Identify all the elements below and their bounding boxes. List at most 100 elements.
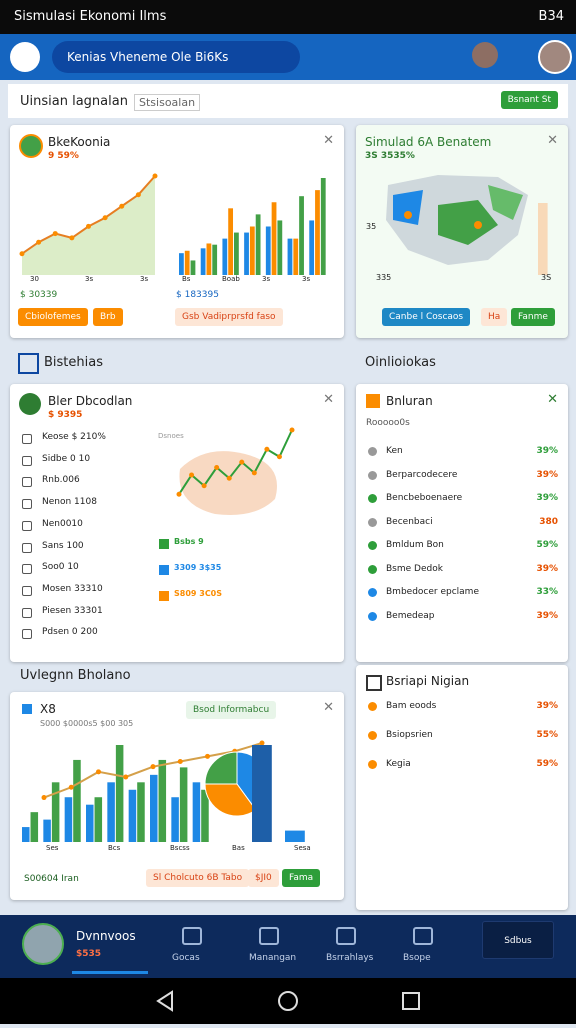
label: 3S	[541, 273, 552, 282]
point	[226, 475, 232, 481]
row-icon	[368, 564, 377, 574]
point	[123, 774, 129, 780]
bar	[293, 238, 299, 275]
label: 335	[376, 273, 392, 282]
bar	[222, 238, 228, 275]
row-icon	[368, 541, 377, 550]
side-chart	[538, 203, 548, 275]
menu-button[interactable]	[10, 42, 40, 72]
icon	[22, 704, 32, 714]
button[interactable]: Ha	[481, 308, 508, 326]
row-icon	[368, 611, 377, 621]
row-icon	[22, 477, 32, 488]
close[interactable]: ✕	[547, 392, 558, 407]
row-text: Rnb.006	[42, 475, 80, 486]
point	[259, 740, 265, 746]
search-box[interactable]: Kenias Vheneme Ole Bi6Ks	[52, 41, 300, 73]
row-text: Soo0 10	[42, 562, 79, 573]
bar	[115, 745, 124, 842]
bar	[287, 238, 293, 275]
close[interactable]: ✕	[323, 392, 334, 407]
region-card: Bsriapi Nigian Bam eoods 39% Bsiopsrien 55%…	[356, 665, 568, 910]
button[interactable]: Gsb Vadiprprsfd faso	[175, 308, 283, 326]
point	[289, 427, 295, 433]
bar	[86, 804, 94, 842]
tab[interactable]: Stsisoalan	[134, 94, 201, 111]
row-icon	[368, 447, 377, 456]
status-bar: Sismulasi Ekonomi Ilms B34	[0, 0, 576, 34]
row-icon	[368, 760, 377, 769]
row-text: Sidbe 0 10	[42, 453, 91, 464]
point	[276, 454, 282, 460]
footer-text: S00604 Iran	[24, 874, 79, 884]
bar-chart	[22, 745, 209, 842]
search-text: Kenias Vheneme Ole Bi6Ks	[67, 50, 229, 64]
button[interactable]: Brb	[93, 308, 123, 326]
area	[22, 176, 155, 275]
card-title: Bler Dbcodlan	[48, 394, 133, 408]
bar	[200, 248, 206, 275]
row-value: 380	[539, 516, 558, 527]
button[interactable]: Bsnant St	[500, 91, 558, 109]
user-name: Dvnnvoos	[76, 929, 136, 943]
section-title: Bistehias	[44, 355, 103, 370]
toolbar-title: Uinsian lagnalan	[20, 94, 128, 109]
section-title: Oinlioiokas	[365, 355, 436, 370]
nav-icon[interactable]	[259, 927, 279, 945]
detail-card: Bler Dbcodlan $ 9395 ✕ Keose $ 210% Sidbe…	[10, 384, 344, 662]
axis-label: Boab	[222, 275, 240, 283]
point	[189, 472, 195, 478]
close[interactable]: ✕	[323, 133, 334, 148]
button[interactable]: Fanme	[511, 308, 555, 326]
axis-label: 3s	[140, 275, 149, 283]
row-label: Kegia	[386, 759, 411, 769]
point	[214, 465, 220, 470]
bar	[22, 827, 30, 842]
button[interactable]: Sl Cholcuto 6B Tabo	[146, 869, 250, 887]
bar	[179, 253, 184, 275]
button[interactable]: $JI0	[248, 869, 279, 887]
label: 35	[366, 222, 377, 231]
card-subtitle: S000 $0000s5 $00 305	[40, 719, 134, 728]
close[interactable]: ✕	[323, 700, 334, 715]
indicator	[72, 971, 148, 974]
nav-label: Bsrrahlays	[326, 953, 374, 963]
icon	[18, 353, 39, 374]
point	[177, 759, 183, 765]
bar	[184, 250, 190, 275]
tag[interactable]: Bsod Informabcu	[186, 701, 277, 719]
card-title: Bsriapi Nigian	[386, 674, 470, 688]
card-subtitle: $ 9395	[48, 410, 83, 420]
nav-icon[interactable]	[182, 927, 202, 945]
bar	[285, 830, 305, 842]
bar-chart	[179, 178, 326, 275]
row-text: Sans 100	[42, 540, 84, 551]
close[interactable]: ✕	[547, 133, 558, 148]
legend-swatch	[159, 591, 169, 601]
nav-icon[interactable]	[336, 927, 356, 945]
button[interactable]: Canbe l Coscaos	[382, 308, 471, 326]
avatar[interactable]	[22, 923, 64, 965]
card-title: X8	[40, 702, 56, 716]
row-icon	[368, 588, 377, 597]
button[interactable]: Fama	[282, 869, 321, 887]
point	[36, 239, 42, 245]
point	[264, 446, 270, 452]
bar	[538, 203, 548, 275]
icon	[19, 393, 41, 415]
profile[interactable]	[538, 40, 572, 74]
button[interactable]: Cbiolofemes	[18, 308, 88, 326]
avatar[interactable]	[472, 42, 498, 68]
bar	[277, 220, 283, 275]
row-label: Bam eoods	[386, 701, 437, 711]
bar	[252, 745, 272, 842]
row-value: 39%	[536, 563, 558, 574]
icon	[19, 134, 43, 158]
row-icon	[368, 731, 377, 740]
button[interactable]: Sdbus	[482, 921, 554, 959]
nav-icon[interactable]	[413, 927, 433, 945]
bar	[244, 232, 249, 275]
row-label: Bsiopsrien	[386, 730, 433, 740]
row-value: 39%	[536, 469, 558, 480]
